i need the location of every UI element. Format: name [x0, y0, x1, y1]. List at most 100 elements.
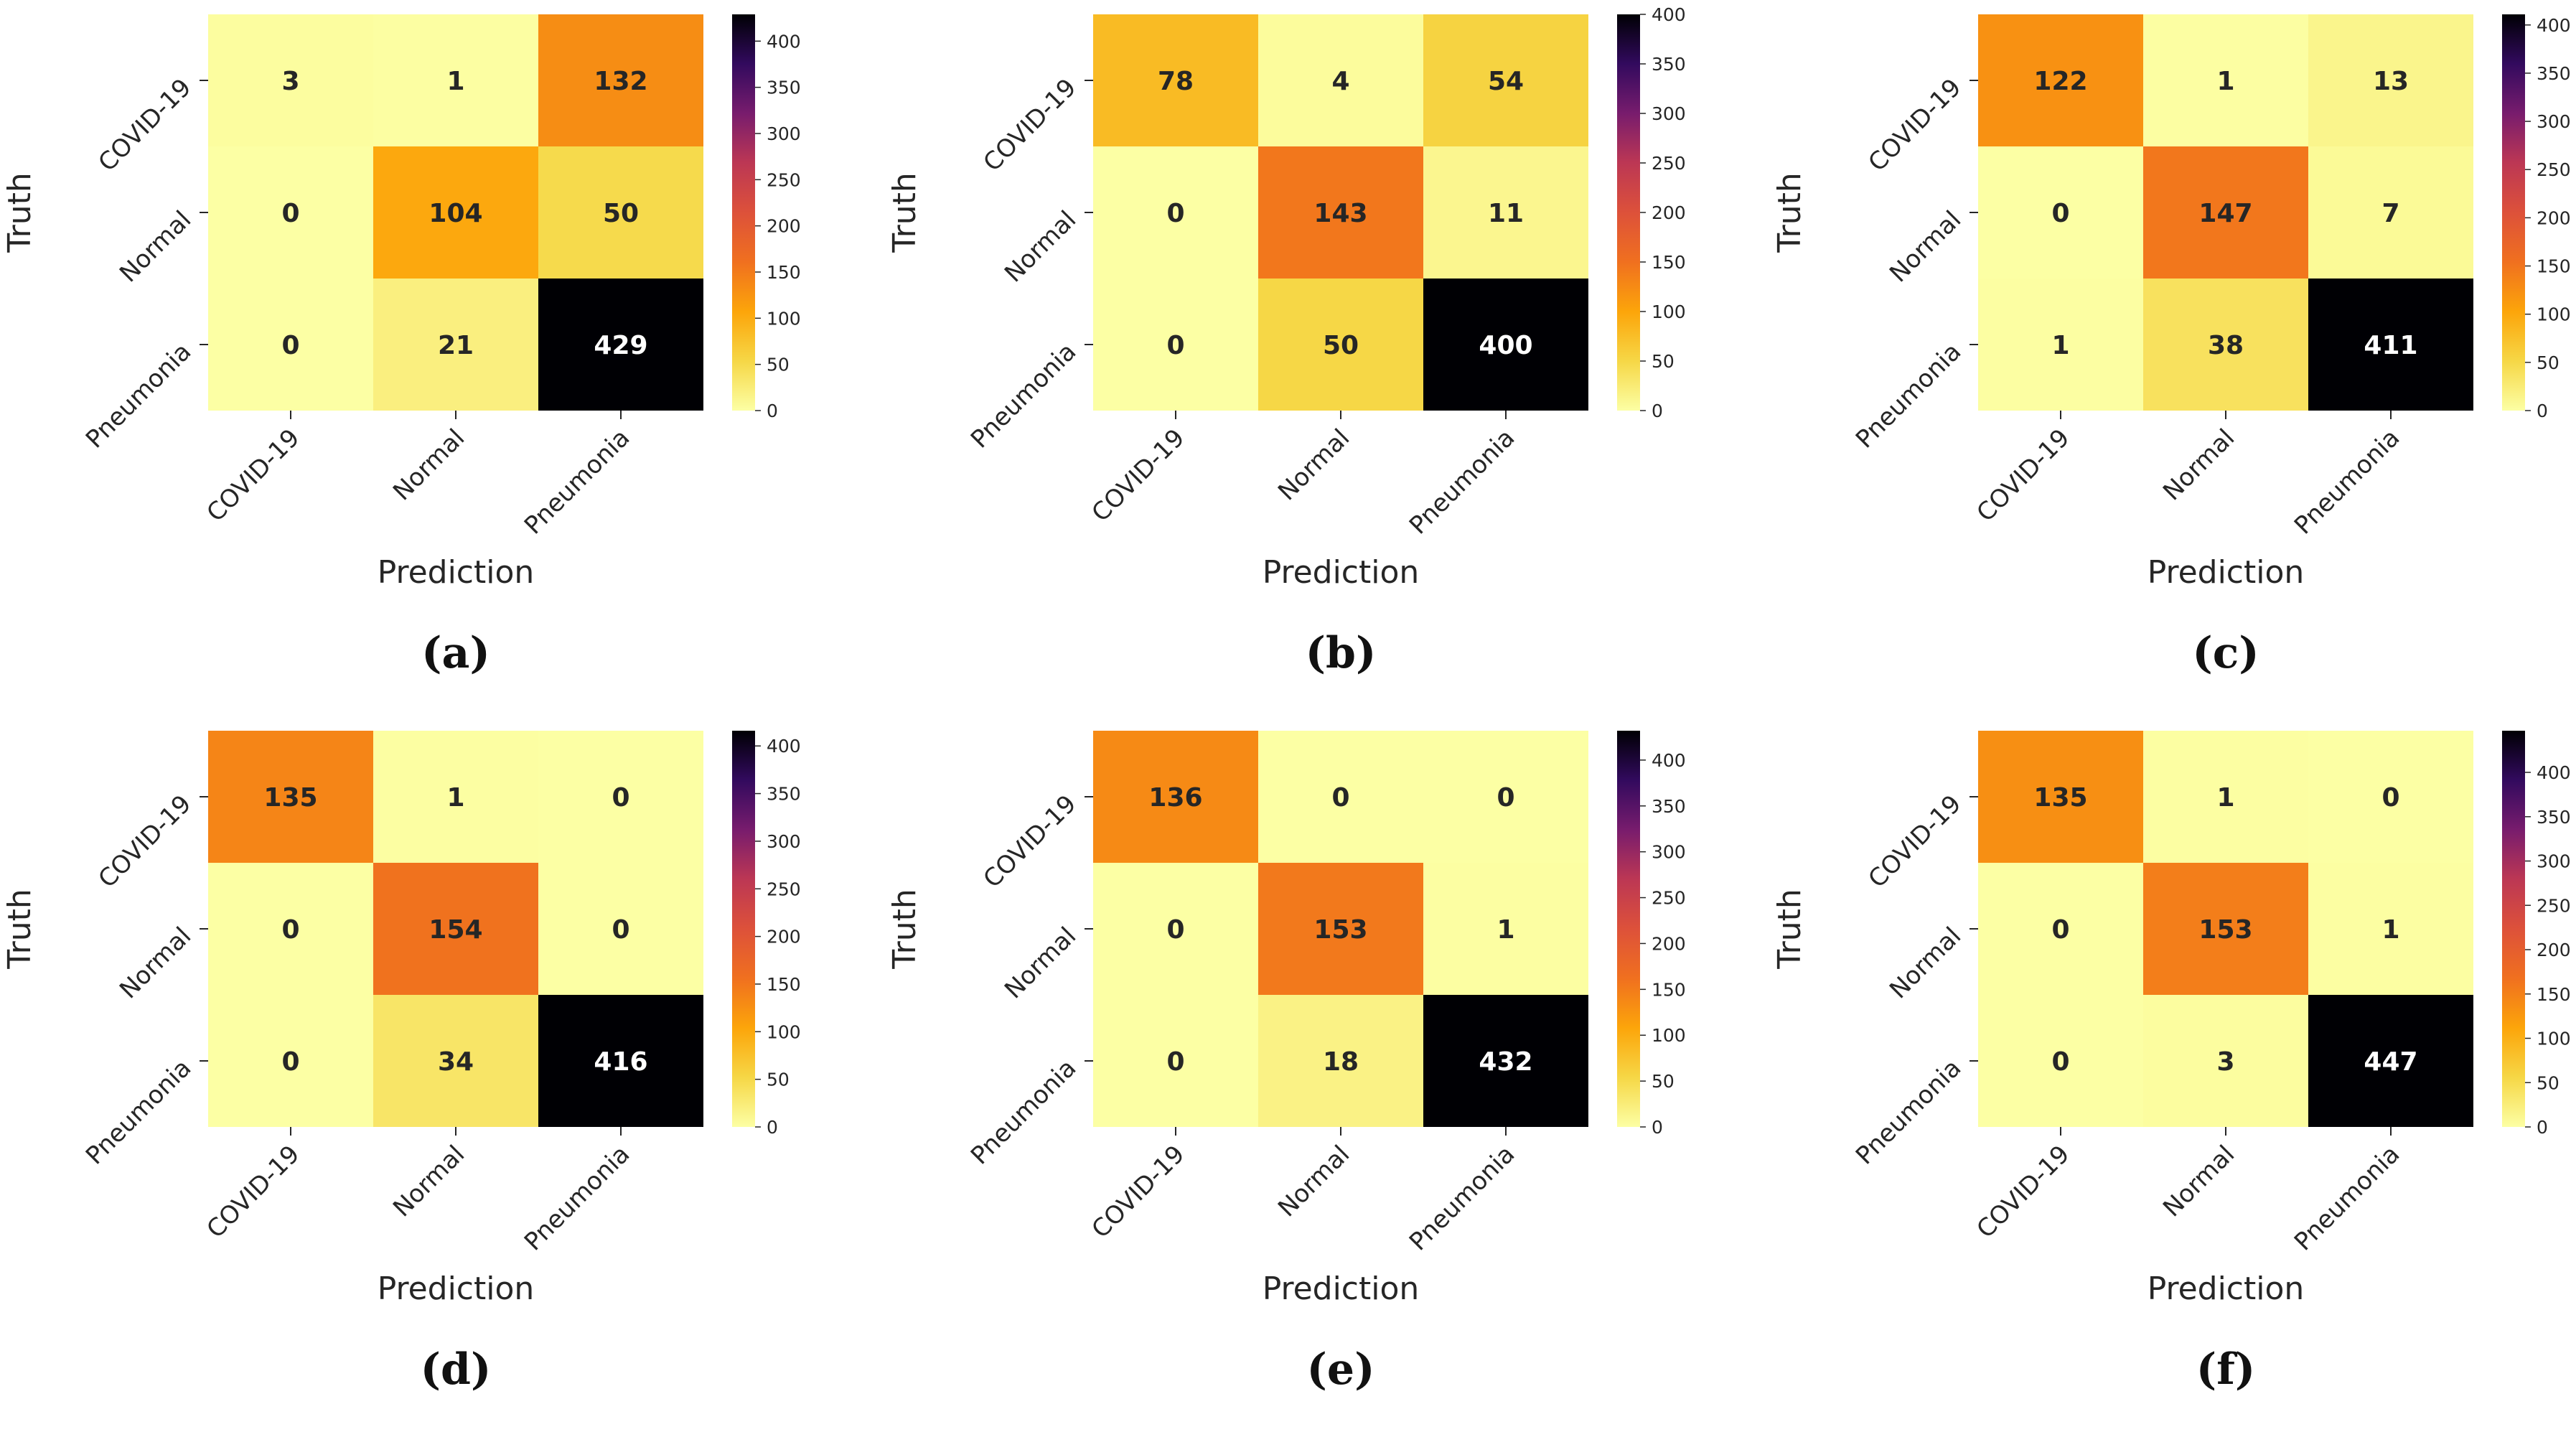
cell-value-label: 38 — [2208, 331, 2244, 360]
colorbar-tick-label: 150 — [1652, 979, 1686, 1000]
heatmap-cell — [208, 14, 373, 146]
colorbar-tick-label: 150 — [2537, 984, 2571, 1005]
cell-value-label: 3 — [2216, 1047, 2234, 1077]
x-axis-label: Prediction — [378, 1270, 535, 1307]
colorbar-tick-label: 0 — [767, 401, 778, 421]
heatmap-cell — [2308, 279, 2473, 411]
colorbar-tick-label: 300 — [2537, 851, 2571, 872]
colorbar-tick-label: 200 — [2537, 207, 2571, 228]
colorbar-tick-label: 50 — [2537, 1072, 2559, 1093]
colorbar-tick-label: 50 — [1652, 351, 1675, 372]
colorbar-tick-label: 200 — [1652, 202, 1686, 223]
cell-value-label: 411 — [2364, 331, 2417, 360]
x-tick-label: Normal — [2158, 1140, 2240, 1222]
x-tick-label: Normal — [388, 423, 470, 506]
colorbar-tick-label: 0 — [1652, 401, 1663, 421]
colorbar-tick-label: 100 — [1652, 301, 1686, 322]
panel-label: (b) — [1306, 628, 1377, 678]
colorbar-tick-label: 250 — [767, 169, 801, 190]
x-tick-label: Normal — [1273, 1140, 1355, 1222]
heatmap-cell — [1978, 995, 2143, 1127]
cell-value-label: 0 — [2381, 783, 2399, 813]
cell-value-label: 143 — [1313, 199, 1367, 228]
colorbar-tick-label: 300 — [1652, 842, 1686, 863]
colorbar-tick-label: 250 — [2537, 159, 2571, 180]
heatmap-cell — [2143, 995, 2308, 1127]
confusion-matrix-panel: 135 1 00 154 00 34 416COVID-19NormalPneumoniaC… — [1, 731, 801, 1395]
heatmap-cell — [1978, 863, 2143, 995]
colorbar — [2502, 14, 2525, 411]
cell-value-label: 147 — [2198, 199, 2252, 228]
heatmap-cell — [208, 279, 373, 411]
cell-value-label: 136 — [1148, 783, 1202, 813]
cell-value-label: 0 — [612, 783, 629, 813]
heatmap-cell — [1423, 146, 1588, 279]
cell-value-label: 1 — [2381, 915, 2399, 945]
heatmap-cell — [538, 279, 703, 411]
heatmap-cell — [2308, 14, 2473, 146]
colorbar-tick-label: 150 — [1652, 252, 1686, 273]
colorbar-tick-label: 400 — [2537, 762, 2571, 783]
colorbar-tick-label: 150 — [767, 262, 801, 283]
heatmap-cell — [208, 146, 373, 279]
colorbar-tick-label: 0 — [767, 1117, 778, 1138]
y-tick-label: Normal — [1884, 922, 1967, 1004]
y-tick-label: Normal — [1884, 205, 1967, 288]
x-tick-label: Pneumonia — [519, 1140, 635, 1256]
heatmap-cell — [1093, 146, 1258, 279]
heatmap-cell — [1093, 863, 1258, 995]
heatmap-cell — [2308, 146, 2473, 279]
cell-value-label: 432 — [1479, 1047, 1532, 1077]
panel-label: (d) — [421, 1344, 492, 1395]
x-tick-label: COVID-19 — [1086, 1140, 1190, 1244]
colorbar-tick-label: 150 — [2537, 256, 2571, 277]
heatmap-cell — [1978, 146, 2143, 279]
y-axis-label: Truth — [886, 172, 923, 253]
y-tick-label: Pneumonia — [965, 1054, 1082, 1170]
cell-value-label: 0 — [2051, 199, 2069, 228]
colorbar-tick-label: 400 — [1652, 4, 1686, 25]
colorbar-tick-label: 200 — [767, 927, 801, 947]
colorbar-tick-label: 400 — [767, 736, 801, 757]
heatmap-cell — [2308, 731, 2473, 863]
colorbar — [2502, 731, 2525, 1127]
heatmap-cell — [1258, 995, 1423, 1127]
confusion-matrix-panel: 135 1 00 153 10 3 447COVID-19NormalPneumoniaCO… — [1771, 731, 2571, 1395]
heatmap-cell — [538, 14, 703, 146]
colorbar-tick-label: 250 — [1652, 888, 1686, 909]
cell-value-label: 1 — [1497, 915, 1514, 945]
cell-value-label: 1 — [446, 783, 464, 813]
colorbar-tick-label: 350 — [767, 78, 801, 98]
panel-label: (f) — [2196, 1344, 2256, 1395]
y-tick-label: Normal — [999, 205, 1082, 288]
cell-value-label: 153 — [1313, 915, 1367, 945]
heatmap-cell — [2143, 14, 2308, 146]
heatmap-cell — [2308, 863, 2473, 995]
colorbar-tick-label: 300 — [767, 123, 801, 144]
cell-value-label: 0 — [281, 1047, 299, 1077]
x-tick-label: COVID-19 — [1971, 1140, 2075, 1244]
colorbar-tick-label: 250 — [1652, 153, 1686, 174]
heatmap-cell — [373, 14, 538, 146]
colorbar-tick-label: 200 — [767, 216, 801, 237]
confusion-matrix-panel: 3 1 132 0 104 50 0 21 429 COVID-19 Normal Pneumonia… — [1, 14, 801, 678]
heatmap-cell — [1093, 731, 1258, 863]
colorbar-tick-label: 100 — [1652, 1025, 1686, 1046]
cell-value-label: 0 — [1166, 199, 1184, 228]
cell-value-label: 416 — [594, 1047, 647, 1077]
y-tick-label: COVID-19 — [1863, 73, 1967, 177]
heatmap-cell — [1423, 863, 1588, 995]
y-tick-label: Normal — [999, 922, 1082, 1004]
cell-value-label: 0 — [1331, 783, 1349, 813]
cell-value-label: 0 — [281, 199, 299, 228]
y-tick-label: COVID-19 — [978, 73, 1082, 177]
heatmap-cell — [538, 995, 703, 1127]
colorbar — [1617, 14, 1640, 411]
y-axis-label: Truth — [1771, 889, 1808, 970]
y-tick-label: Normal — [114, 922, 197, 1004]
heatmap-cell — [1093, 14, 1258, 146]
heatmap-cell — [1978, 14, 2143, 146]
y-tick-label: Pneumonia — [1850, 337, 1967, 454]
heatmap-cell — [1258, 863, 1423, 995]
heatmap-cell — [208, 995, 373, 1127]
